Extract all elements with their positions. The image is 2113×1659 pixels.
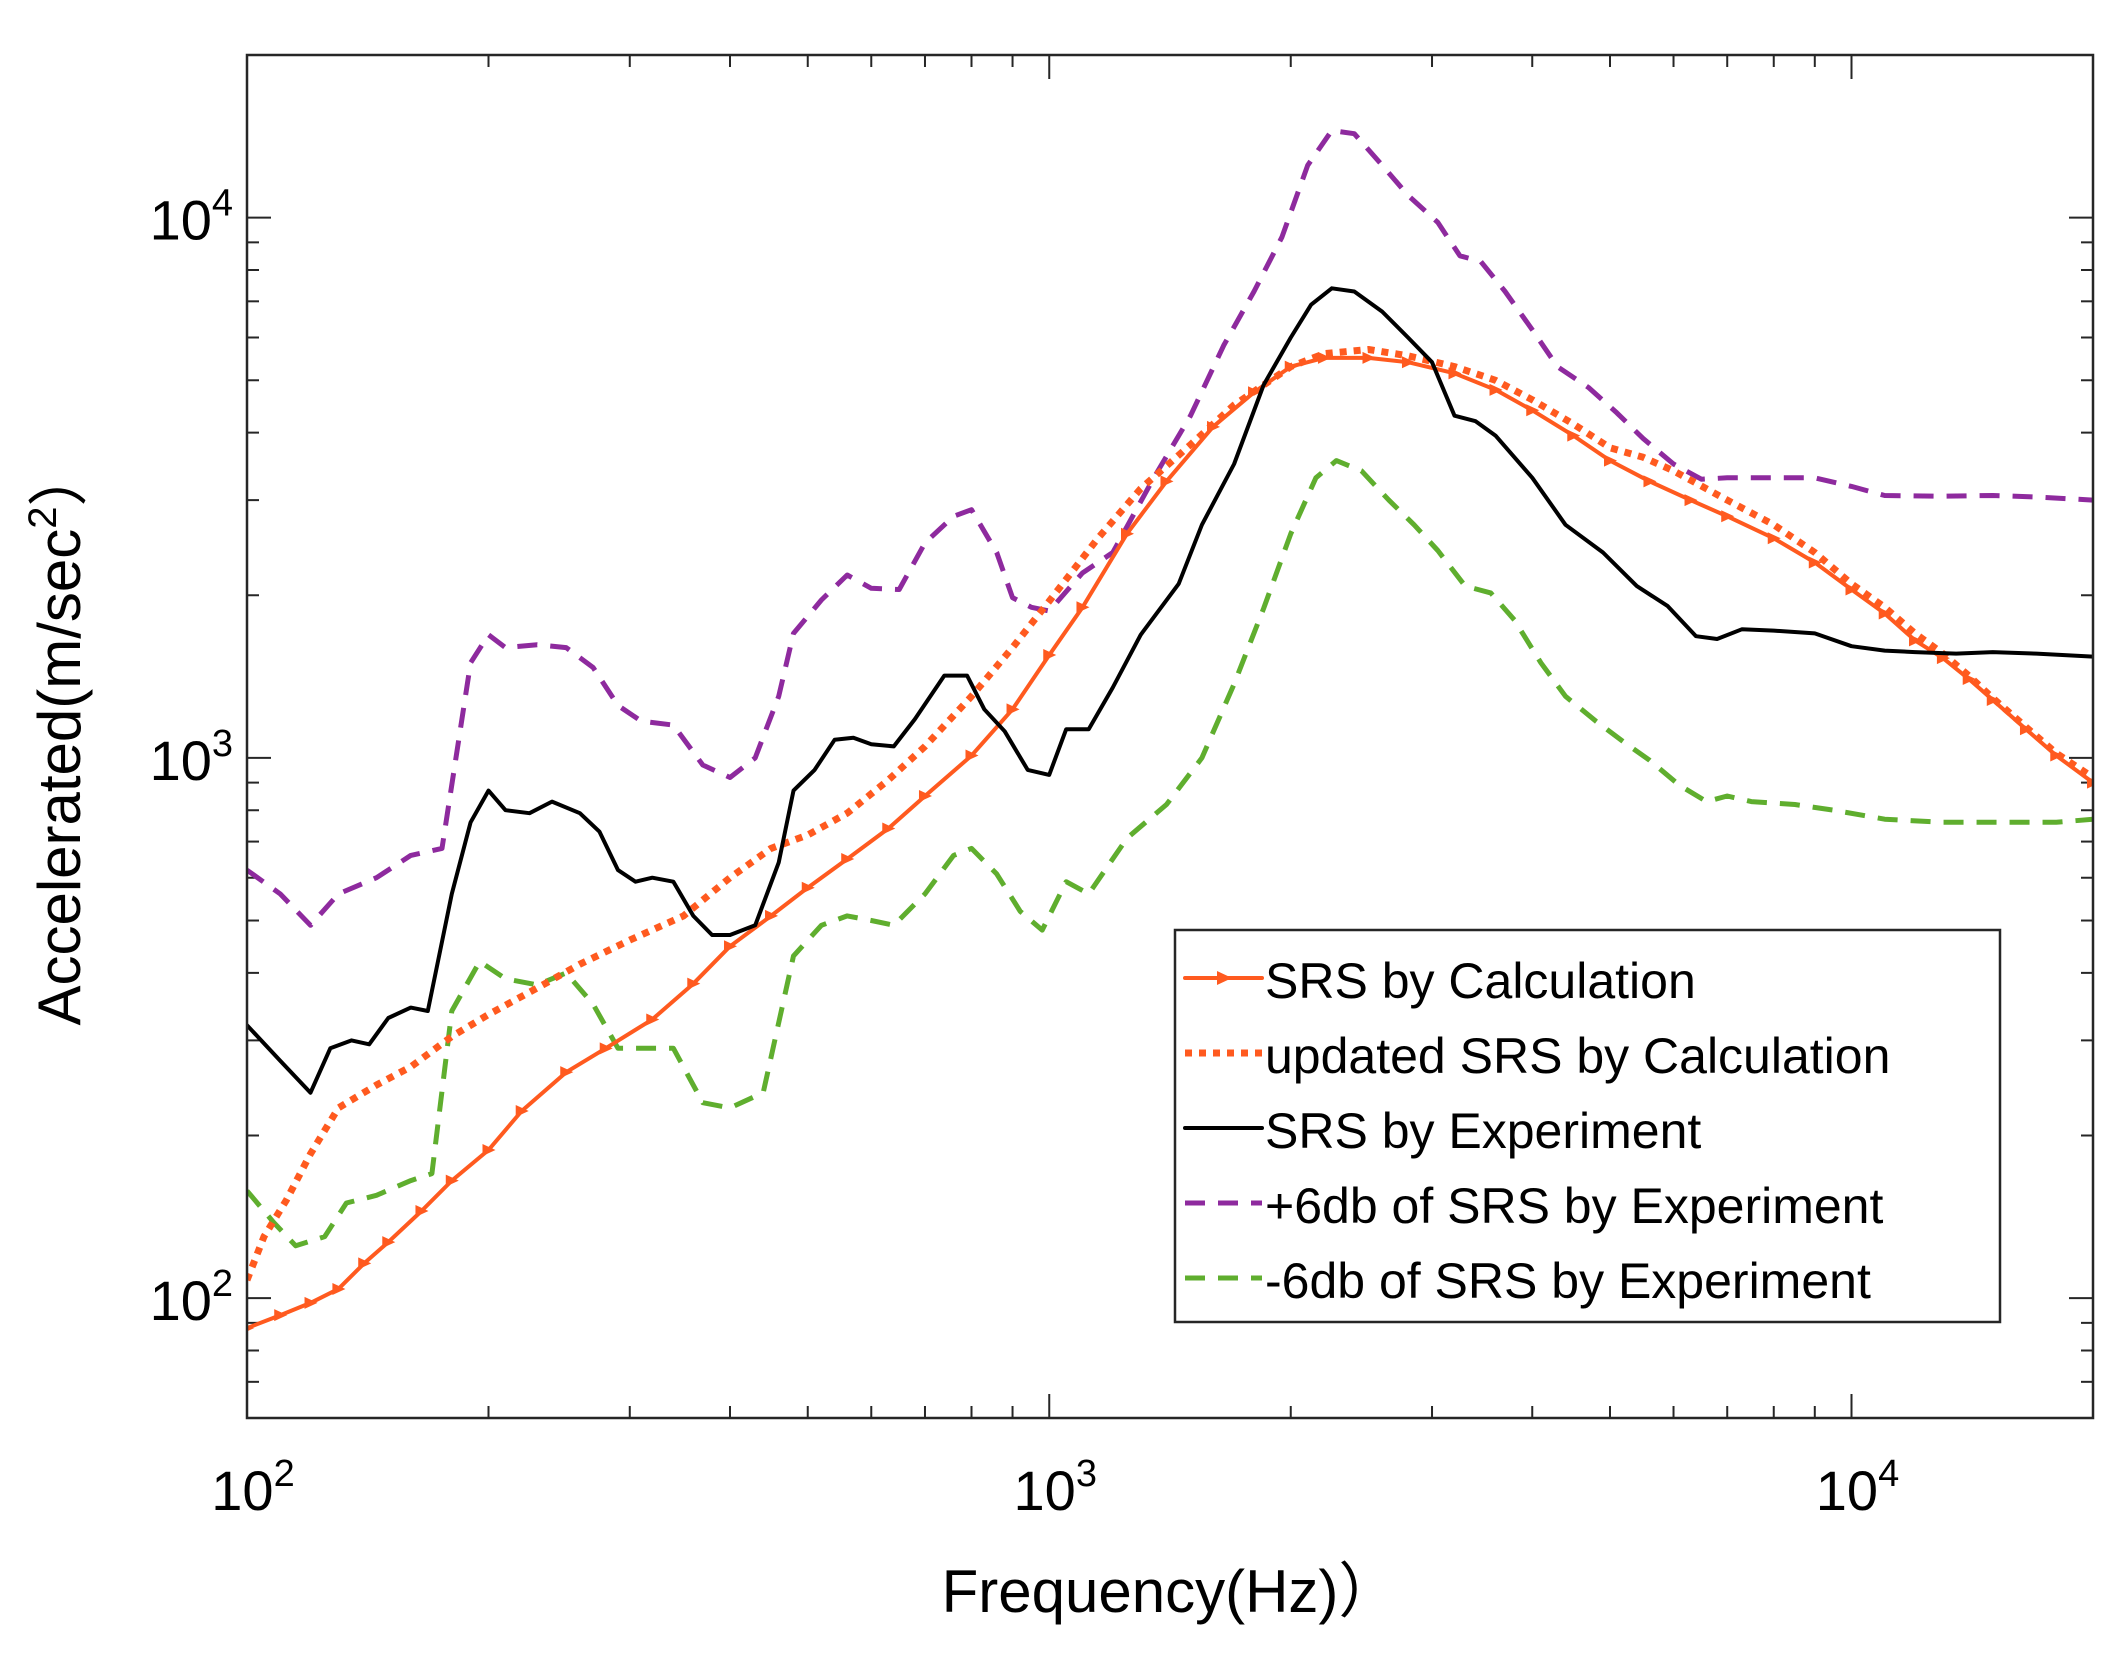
plot-frame <box>245 53 2095 1420</box>
series-marker <box>1808 556 1822 569</box>
series-marker <box>2050 749 2064 762</box>
series-marker <box>1401 356 1415 369</box>
series-marker <box>965 749 979 762</box>
x-tick-label-base: 10 <box>211 1459 273 1522</box>
series-marker <box>1207 420 1221 433</box>
series-marker <box>1248 386 1262 399</box>
series-marker <box>1962 672 1976 685</box>
y-axis-label-sup: 2 <box>21 506 65 528</box>
series-marker <box>1362 351 1376 364</box>
legend-label-4: -6db of SRS by Experiment <box>1265 1253 1871 1309</box>
series-marker <box>1878 607 1892 620</box>
series-marker <box>841 852 855 865</box>
legend-swatch-marker <box>1217 971 1232 985</box>
series-line-4 <box>247 458 2093 1249</box>
series-marker <box>1526 404 1540 417</box>
series-marker <box>1767 532 1781 545</box>
y-tick-label-base: 10 <box>150 1269 212 1332</box>
y-axis-label-tail: ） <box>26 446 93 506</box>
series-marker <box>358 1257 372 1270</box>
legend-label-1: updated SRS by Calculation <box>1265 1028 1890 1084</box>
series-marker <box>382 1236 396 1249</box>
series-marker <box>1909 634 1923 647</box>
y-tick-label: 103 <box>150 723 233 792</box>
legend: SRS by Calculation updated SRS by Calcula… <box>1173 928 2002 1324</box>
series-marker <box>2087 776 2093 789</box>
series-marker <box>801 881 815 894</box>
y-tick-label-exp: 4 <box>212 183 233 225</box>
series-marker <box>274 1309 288 1322</box>
x-tick-label-base: 10 <box>1014 1459 1076 1522</box>
y-tick-label: 104 <box>150 183 233 252</box>
legend-label-0: SRS by Calculation <box>1265 953 1696 1009</box>
x-tick-label-exp: 3 <box>1076 1453 1097 1495</box>
series-marker <box>304 1296 318 1309</box>
series-marker <box>882 822 896 835</box>
series-marker <box>1986 693 2000 706</box>
series-line-2 <box>247 286 2093 1095</box>
x-tick-label: 104 <box>1816 1453 1899 1522</box>
series-marker <box>560 1066 574 1079</box>
x-tick-label: 102 <box>211 1453 294 1522</box>
legend-box <box>1173 928 2002 1324</box>
series-marker <box>1603 454 1617 467</box>
series-marker <box>1284 360 1298 373</box>
series-marker <box>515 1105 529 1118</box>
x-tick-label-exp: 2 <box>274 1453 295 1495</box>
series-marker <box>724 940 738 953</box>
series-marker <box>1076 601 1090 614</box>
series-marker <box>482 1144 496 1157</box>
y-axis-label-main: Accelerated(m/sec <box>26 529 93 1026</box>
x-tick-label-exp: 4 <box>1878 1453 1899 1495</box>
series-marker <box>1317 351 1331 364</box>
series-marker <box>247 1324 254 1332</box>
series-marker <box>1684 494 1698 507</box>
y-axis-label: Accelerated(m/sec2） <box>21 446 93 1025</box>
y-tick-label-base: 10 <box>150 189 212 252</box>
series-marker <box>2019 723 2033 736</box>
legend-label-2: SRS by Experiment <box>1265 1103 1701 1159</box>
series-marker <box>918 790 932 803</box>
series-line-3 <box>247 128 2093 928</box>
series-marker <box>1448 367 1462 380</box>
series-marker <box>1160 475 1174 488</box>
legend-label-3: +6db of SRS by Experiment <box>1265 1178 1883 1234</box>
series-marker <box>445 1174 459 1187</box>
series-marker <box>1643 475 1657 488</box>
x-axis-label: Frequency(Hz)） <box>942 1558 1399 1625</box>
series-marker <box>415 1204 429 1217</box>
axis-ticks <box>246 54 2094 1419</box>
x-tick-label-base: 10 <box>1816 1459 1878 1522</box>
x-tick-label: 103 <box>1014 1453 1097 1522</box>
series-marker <box>1567 429 1581 442</box>
series-marker <box>1120 527 1134 540</box>
series-marker <box>599 1042 613 1055</box>
series-line-1 <box>247 346 2093 1282</box>
series-marker <box>646 1013 660 1026</box>
series-marker <box>1489 383 1503 396</box>
series-marker <box>1721 510 1735 523</box>
series-marker <box>1845 583 1859 596</box>
y-tick-label: 102 <box>150 1263 233 1332</box>
series-marker <box>1936 652 1950 665</box>
y-tick-label-exp: 2 <box>212 1263 233 1305</box>
series-marker <box>1006 703 1020 716</box>
series-marker <box>765 909 779 922</box>
series-marker <box>332 1282 346 1295</box>
y-tick-label-exp: 3 <box>212 723 233 765</box>
series-marker <box>1043 649 1057 662</box>
series-layer <box>247 128 2093 1332</box>
series-marker <box>687 977 701 990</box>
y-tick-label-base: 10 <box>150 729 212 792</box>
